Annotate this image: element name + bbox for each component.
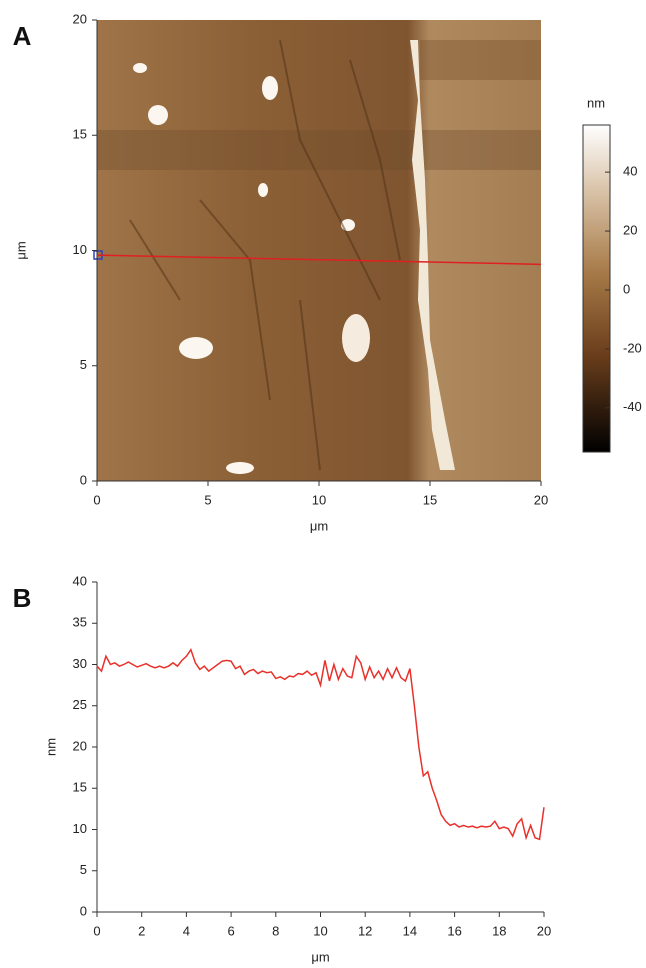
y-axis-label: nm <box>43 738 58 756</box>
y-tick-label: 25 <box>73 697 87 712</box>
y-axis-label: μm <box>13 241 28 259</box>
y-tick-label: 15 <box>73 127 87 142</box>
x-tick-label: 2 <box>138 923 145 938</box>
y-tick-label: 5 <box>80 862 87 877</box>
y-tick-label: 20 <box>73 11 87 26</box>
colorbar-tick-label: 0 <box>623 281 630 296</box>
x-tick-label: 8 <box>272 923 279 938</box>
colorbar-tick-label: 40 <box>623 164 637 179</box>
afm-image <box>97 20 541 481</box>
x-tick-label: 12 <box>358 923 372 938</box>
y-tick-label: 0 <box>80 903 87 918</box>
y-tick-label: 10 <box>73 821 87 836</box>
y-tick-label: 0 <box>80 472 87 487</box>
panel-label: B <box>13 583 32 613</box>
x-tick-label: 16 <box>447 923 461 938</box>
profile-line <box>96 254 542 266</box>
x-axis-label: μm <box>310 518 328 533</box>
x-tick-label: 18 <box>492 923 506 938</box>
x-axis-label: μm <box>311 949 329 964</box>
x-tick-label: 4 <box>183 923 190 938</box>
x-tick-label: 10 <box>313 923 327 938</box>
x-tick-label: 5 <box>204 492 211 507</box>
colorbar-tick-label: 20 <box>623 222 637 237</box>
y-tick-label: 40 <box>73 573 87 588</box>
colorbar <box>582 124 611 453</box>
x-tick-label: 14 <box>403 923 417 938</box>
x-tick-label: 15 <box>423 492 437 507</box>
x-tick-label: 0 <box>93 492 100 507</box>
y-tick-label: 20 <box>73 738 87 753</box>
colorbar-label: nm <box>587 95 605 110</box>
x-tick-label: 0 <box>93 923 100 938</box>
colorbar-tick-label: -20 <box>623 340 642 355</box>
y-tick-label: 5 <box>80 357 87 372</box>
y-tick-label: 30 <box>73 656 87 671</box>
colorbar-tick-label: -40 <box>623 399 642 414</box>
profile-curve <box>96 647 545 841</box>
x-tick-label: 20 <box>537 923 551 938</box>
x-tick-label: 6 <box>227 923 234 938</box>
y-tick-label: 35 <box>73 615 87 630</box>
x-tick-label: 10 <box>312 492 326 507</box>
y-tick-label: 15 <box>73 780 87 795</box>
x-tick-label: 20 <box>534 492 548 507</box>
y-tick-label: 10 <box>73 242 87 257</box>
panel-label: A <box>13 21 32 51</box>
